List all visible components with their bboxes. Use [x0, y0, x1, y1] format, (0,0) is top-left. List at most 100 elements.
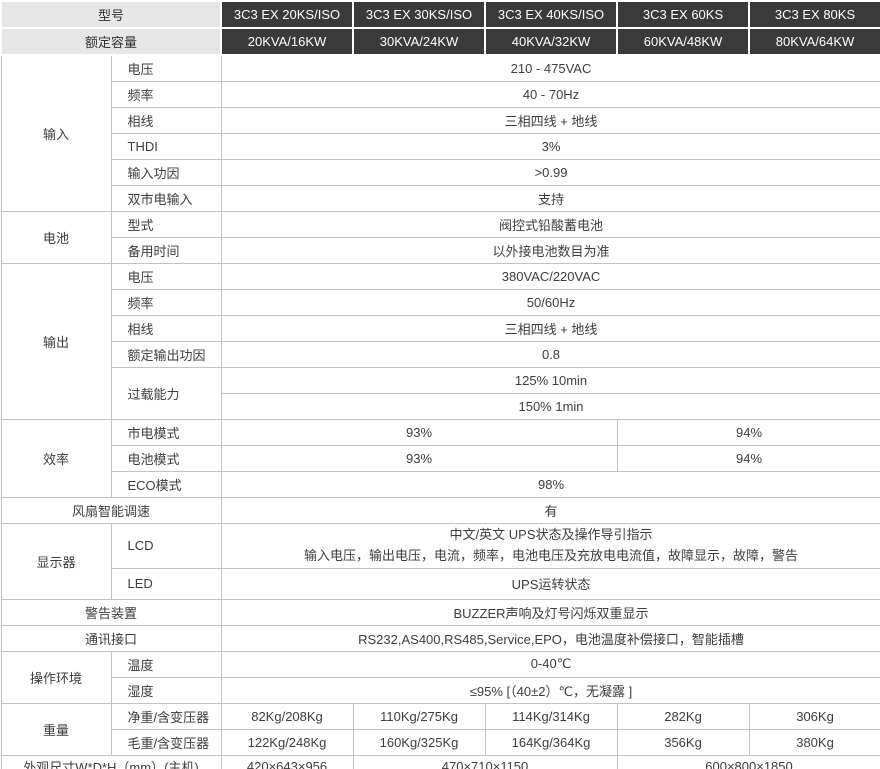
table-row: 输入功因 >0.99	[1, 158, 880, 186]
spec-label: 温度	[110, 650, 222, 678]
spec-value: RS232,AS400,RS485,Service,EPO，电池温度补偿接口，智…	[220, 624, 880, 652]
table-row: 显示器 LCD 中文/英文 UPS状态及操作导引指示 输入电压，输出电压，电流，…	[0, 522, 880, 600]
model-name-cell: 3C3 EX 20KS/ISO	[220, 0, 355, 29]
spec-value: 93%	[220, 444, 618, 472]
lcd-line-1: 中文/英文 UPS状态及操作导引指示	[449, 527, 653, 543]
spec-value: 94%	[616, 418, 880, 446]
spec-label: ECO模式	[110, 470, 222, 498]
spec-label: 频率	[110, 288, 222, 316]
spec-value: 380VAC/220VAC	[220, 262, 880, 290]
spec-value: 122Kg/248Kg	[220, 728, 354, 756]
spec-value: 阀控式铅酸蓄电池	[220, 210, 880, 238]
category-display: 显示器	[0, 522, 112, 600]
category-comm-interface: 通讯接口	[0, 624, 222, 652]
table-row: 双市电输入 支持	[1, 184, 880, 212]
category-output: 输出	[0, 262, 112, 420]
category-battery: 电池	[0, 210, 112, 264]
spec-label: 相线	[110, 106, 222, 134]
spec-value: 150% 1min	[220, 392, 880, 420]
table-row: 通讯接口 RS232,AS400,RS485,Service,EPO，电池温度补…	[0, 624, 880, 652]
spec-label: 频率	[110, 80, 222, 108]
spec-value: 600×800×1850	[616, 754, 880, 769]
capacity-row-label: 额定容量	[0, 27, 223, 56]
category-efficiency: 效率	[0, 418, 112, 498]
table-row: 备用时间 以外接电池数目为准	[1, 236, 880, 264]
lcd-line-2: 输入电压，输出电压，电流，频率，电池电压及充放电电流值，故障显示，故障，警告	[304, 547, 799, 563]
capacity-cell: 30KVA/24KW	[352, 27, 487, 56]
category-environment: 操作环境	[0, 650, 112, 704]
table-row: THDI 3%	[1, 132, 880, 160]
spec-value: ≤95% [（40±2）℃，无凝露 ]	[220, 676, 880, 704]
table-row: 过载能力 125% 10min	[1, 366, 880, 420]
spec-label: 电压	[110, 262, 222, 290]
spec-value: 306Kg	[748, 702, 880, 730]
spec-label: LCD	[110, 522, 222, 569]
spec-label: 相线	[110, 314, 222, 342]
spec-value: 支持	[220, 184, 880, 212]
table-row: 操作环境 温度 0-40℃	[0, 650, 880, 704]
table-row: 相线 三相四线 + 地线	[1, 106, 880, 134]
table-row: LED UPS运转状态	[1, 567, 880, 600]
spec-label: 净重/含变压器	[110, 702, 222, 730]
model-name-cell: 3C3 EX 80KS	[748, 0, 880, 29]
spec-label: 备用时间	[110, 236, 222, 264]
category-dimensions: 外观尺寸W*D*H（mm）(主机)	[0, 754, 222, 769]
spec-value: 114Kg/314Kg	[484, 702, 618, 730]
model-name-cell: 3C3 EX 40KS/ISO	[484, 0, 619, 29]
model-row: 型号 3C3 EX 20KS/ISO 3C3 EX 30KS/ISO 3C3 E…	[0, 0, 880, 29]
table-row: 频率 40 - 70Hz	[1, 80, 880, 108]
table-row: 重量 净重/含变压器 82Kg/208Kg 110Kg/275Kg 114Kg/…	[0, 702, 880, 756]
spec-value: 三相四线 + 地线	[220, 106, 880, 134]
spec-value: 有	[220, 496, 880, 524]
capacity-cell: 40KVA/32KW	[484, 27, 619, 56]
table-row: 150% 1min	[1, 392, 880, 420]
spec-value: 93%	[220, 418, 618, 446]
capacity-cell: 60KVA/48KW	[616, 27, 751, 56]
spec-label: 湿度	[110, 676, 222, 704]
table-row: 相线 三相四线 + 地线	[1, 314, 880, 342]
spec-value: 160Kg/325Kg	[352, 728, 486, 756]
spec-value: 380Kg	[748, 728, 880, 756]
spec-value: 50/60Hz	[220, 288, 880, 316]
table-row: 频率 50/60Hz	[1, 288, 880, 316]
spec-value: 82Kg/208Kg	[220, 702, 354, 730]
table-row: 湿度 ≤95% [（40±2）℃，无凝露 ]	[1, 676, 880, 704]
spec-value: 356Kg	[616, 728, 750, 756]
spec-value: 210 - 475VAC	[220, 54, 880, 82]
spec-label: LED	[110, 567, 222, 600]
spec-label: 市电模式	[110, 418, 222, 446]
spec-label: 电池模式	[110, 444, 222, 472]
spec-value: 470×710×1150	[352, 754, 618, 769]
spec-value: UPS运转状态	[220, 567, 880, 600]
table-row: 风扇智能调速 有	[0, 496, 880, 524]
spec-value: 164Kg/364Kg	[484, 728, 618, 756]
spec-value: 110Kg/275Kg	[352, 702, 486, 730]
model-name-cell: 3C3 EX 30KS/ISO	[352, 0, 487, 29]
table-row: 电池模式 93% 94%	[1, 444, 880, 472]
spec-value: BUZZER声响及灯号闪烁双重显示	[220, 598, 880, 626]
spec-value: 3%	[220, 132, 880, 160]
spec-value: 0-40℃	[220, 650, 880, 678]
category-alarm: 警告装置	[0, 598, 222, 626]
model-row-label: 型号	[0, 0, 223, 29]
capacity-cell: 80KVA/64KW	[748, 27, 880, 56]
spec-value: 以外接电池数目为准	[220, 236, 880, 264]
table-row: 额定输出功因 0.8	[1, 340, 880, 368]
spec-value: 0.8	[220, 340, 880, 368]
table-row: 电池 型式 阀控式铅酸蓄电池	[0, 210, 880, 264]
table-row: 外观尺寸W*D*H（mm）(主机) 420×643×956 470×710×11…	[0, 754, 880, 769]
spec-value: 94%	[616, 444, 880, 472]
spec-label: 额定输出功因	[110, 340, 222, 368]
spec-label: 输入功因	[110, 158, 222, 186]
spec-value: 三相四线 + 地线	[220, 314, 880, 342]
category-input: 输入	[0, 54, 112, 212]
spec-label: 型式	[110, 210, 222, 238]
table-row: 输入 电压 210 - 475VAC	[0, 54, 880, 212]
capacity-cell: 20KVA/16KW	[220, 27, 355, 56]
table-row: 输出 电压 380VAC/220VAC	[0, 262, 880, 420]
spec-label: 双市电输入	[110, 184, 222, 212]
model-name-cell: 3C3 EX 60KS	[616, 0, 751, 29]
spec-label-overload: 过载能力	[110, 366, 222, 420]
spec-value: 98%	[220, 470, 880, 498]
